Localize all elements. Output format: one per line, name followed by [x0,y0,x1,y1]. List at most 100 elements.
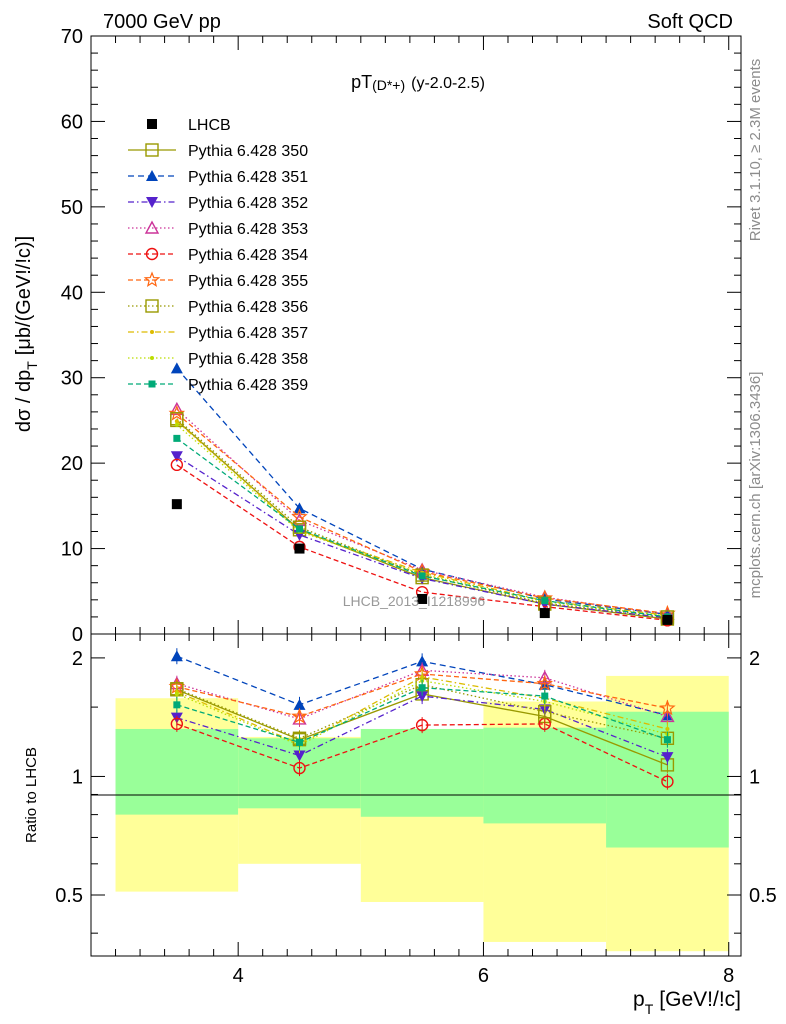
legend-swatch-marker [150,356,154,360]
x-axis-label-sub: T [645,1001,654,1017]
ratio-series-10 [173,679,671,751]
ratio-point [661,775,674,788]
legend-entry: Pythia 6.428 350 [128,143,308,160]
series-8 [174,419,670,618]
series-line [176,418,668,618]
legend-label: LHCB [188,117,231,134]
ratio-point [291,707,308,724]
x-axis-label: pT [GeV!/!c] [633,988,741,1017]
rivet-label: Rivet 3.1.10, ≥ 2.3M events [747,59,764,242]
legend-label: Pythia 6.428 356 [188,299,308,316]
data-point [539,608,550,619]
plot-title-tail: (y-2.0-2.5) [411,75,485,92]
ratio-point [293,750,306,762]
x-axis-label-main: p [633,988,645,1011]
data-point [294,543,305,554]
legend: LHCB Pythia 6.428 350 Pythia 6.428 351 Pyth… [128,117,308,394]
legend-label: Pythia 6.428 352 [188,195,308,212]
ratio-tick-label: 0.5 [55,885,83,907]
series-point [174,422,179,427]
x-tick-label: 8 [723,965,734,987]
legend-label: Pythia 6.428 353 [188,221,308,238]
main-axes: 0 10 20 30 40 50 60 70 [61,26,741,646]
data-point [662,614,673,625]
legend-entry: Pythia 6.428 358 [128,351,308,368]
main-plot: LHCB_2013_I1218996 0 10 20 30 40 50 60 70 [61,26,742,646]
ratio-point [295,738,303,746]
ratio-point [416,655,429,667]
ratio-line [176,684,668,740]
legend-swatch-marker [145,143,159,157]
legend-label: Pythia 6.428 351 [188,169,308,186]
ratio-tick-label: 2 [72,648,83,670]
legend-label: Pythia 6.428 350 [188,143,308,160]
ratio-point [536,675,554,691]
ratio-axes: 0.5 0.5 1 1 2 2 4 6 8 [55,634,777,987]
plot-title-sub: (D*+) [372,77,405,93]
legend-swatch-marker [146,197,158,208]
collision-label: 7000 GeV pp [103,11,221,33]
series-line [176,413,668,615]
ratio-point [659,699,676,716]
series-point [168,404,186,421]
ratio-point [293,698,306,710]
data-points-layer [171,499,673,625]
ratio-point [173,701,181,709]
category-label: Soft QCD [647,11,733,33]
ratio-point [293,761,306,775]
series-7 [170,412,675,624]
plot-title: pT(D*+) (y-2.0-2.5) [351,72,485,93]
series-point [293,502,306,514]
series-point [541,597,549,605]
ratio-tick-label: 1 [72,766,83,788]
legend-swatch-marker [148,380,156,388]
y-tick-label: 20 [61,453,83,475]
ratio-y-axis-label: Ratio to LHCB [23,747,40,843]
legend-swatch-marker [145,247,159,261]
ratio-line [176,680,668,747]
ratio-point [663,736,671,744]
ratio-point [661,752,674,764]
y-tick-label: 40 [61,282,83,304]
series-point [291,508,308,524]
ratio-point [174,691,179,696]
ratio-line [176,695,668,758]
ratio-point [541,692,549,700]
y-tick-label: 50 [61,197,83,219]
ratio-point [416,691,429,703]
mcplots-label: mcplots.cern.ch [arXiv:1306.3436] [747,372,764,599]
legend-swatch-marker [146,170,158,181]
y-axis-label-main: dσ / dp [13,370,35,432]
legend-label: Pythia 6.428 359 [188,377,308,394]
series-point [170,451,183,463]
ratio-point [415,718,429,732]
ratio-series-layer [168,648,676,790]
ratio-line [176,687,668,744]
legend-label: Pythia 6.428 354 [188,247,308,264]
ratio-plot: 0.5 0.5 1 1 2 2 4 6 8 [55,633,777,987]
series-point [415,568,429,582]
series-line [176,464,668,621]
green-band [360,728,484,817]
y-tick-label: 10 [61,539,83,561]
legend-entry: Pythia 6.428 351 [128,169,308,186]
series-point [418,572,426,580]
legend-entry: Pythia 6.428 352 [128,195,308,212]
ratio-tick-label-right: 0.5 [749,885,777,907]
series-point [170,458,184,472]
legend-entry: Pythia 6.428 359 [128,377,308,394]
series-line [176,424,668,617]
series-point [295,525,303,533]
series-point [173,434,181,442]
y-axis-label-sub: T [24,361,40,370]
legend-entry: Pythia 6.428 354 [128,247,308,264]
green-band [483,727,607,824]
legend-swatch-marker [150,330,154,334]
y-tick-label: 70 [61,26,83,48]
x-axis-label-tail: [GeV!/!c] [659,988,741,1011]
plot-title-main: pT [351,72,372,92]
ratio-tick-label-right: 1 [749,766,760,788]
y-axis-label: dσ / dpT [μb/(GeV!/!c)] [13,236,40,432]
legend-swatch-marker [143,271,161,288]
series-line [176,419,668,620]
